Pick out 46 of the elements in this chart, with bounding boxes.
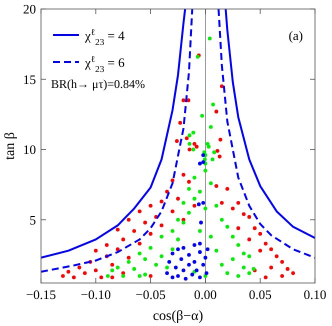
point [179, 257, 184, 262]
x-tick-label: −0.10 [80, 287, 111, 302]
annotation: BR(h→ μτ)=0.84% [51, 77, 146, 91]
point [201, 201, 206, 205]
point [204, 271, 208, 276]
point [198, 242, 202, 246]
y-tick-label: 20 [23, 2, 36, 16]
legend-label: χ$^{ℓ}$$_{23}$ = 6 [84, 54, 126, 74]
x-axis-title: cos(β−α) [152, 309, 204, 324]
annotation: (a) [288, 28, 303, 43]
point [192, 243, 196, 247]
point [201, 160, 206, 164]
point [201, 262, 206, 267]
point [170, 275, 174, 280]
point [190, 272, 194, 276]
x-tick-label: 0.10 [304, 287, 326, 302]
point [170, 252, 174, 256]
point [182, 268, 186, 272]
point [198, 275, 202, 280]
point [174, 266, 178, 270]
point [198, 250, 202, 254]
x-tick-label: 0.05 [248, 287, 272, 302]
y-tick-label: 5 [30, 212, 36, 228]
point [182, 246, 186, 250]
legend-label: χ$^{ℓ}$$_{23}$ = 4 [84, 27, 126, 47]
x-tick-label: −0.05 [136, 287, 166, 302]
point [187, 252, 191, 257]
x-tick-label: −0.15 [26, 287, 56, 302]
point [176, 247, 180, 252]
point [206, 247, 210, 252]
x-tick-label: 0.00 [194, 287, 217, 302]
point [184, 276, 188, 281]
point [167, 260, 172, 264]
point [192, 260, 196, 264]
point [196, 202, 201, 206]
y-tick-label: 15 [23, 72, 36, 87]
point [199, 220, 203, 224]
point [187, 262, 191, 267]
point [194, 268, 199, 272]
point [176, 274, 180, 278]
point [201, 153, 206, 158]
y-tick-label: 10 [23, 142, 36, 158]
point [204, 256, 208, 260]
point [198, 162, 202, 166]
point [165, 271, 169, 276]
y-axis-title: tan β [3, 132, 18, 160]
